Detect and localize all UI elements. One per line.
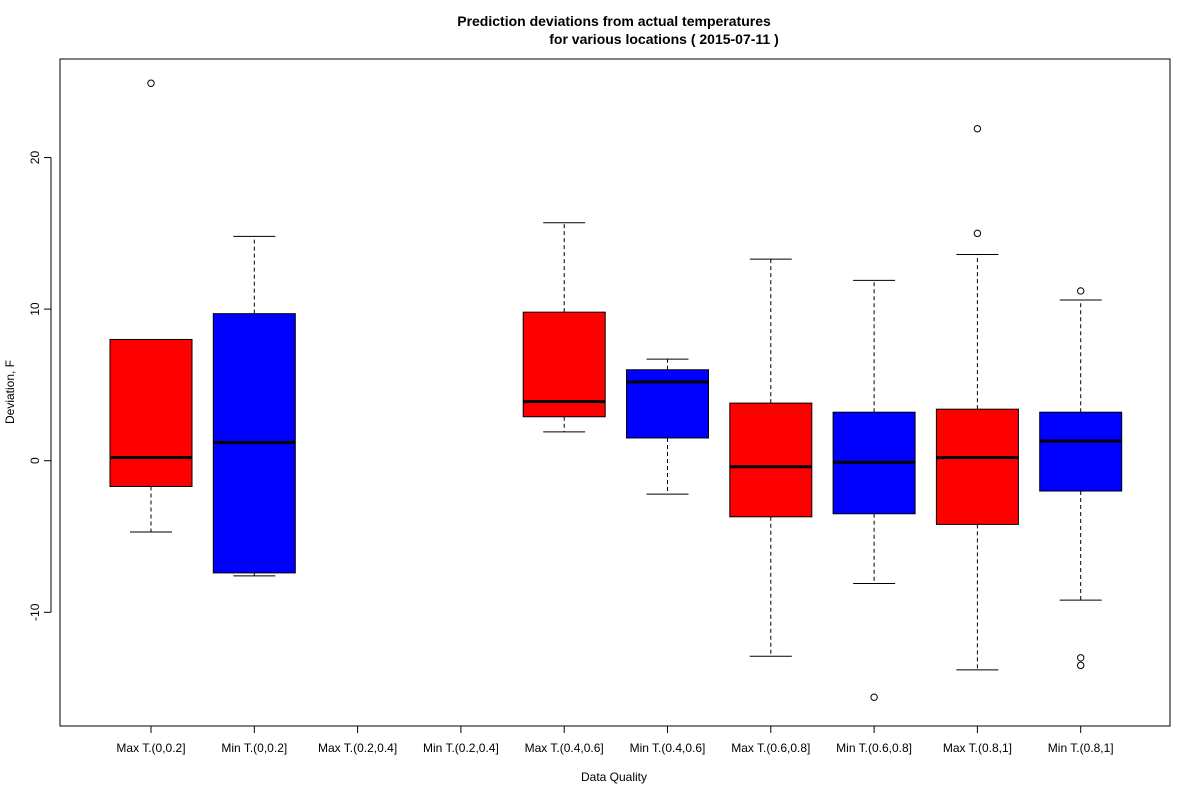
y-tick-label: -10 bbox=[28, 603, 42, 621]
box-max bbox=[935, 254, 1019, 671]
x-tick-label: Min T.(0.4,0.6] bbox=[630, 741, 706, 755]
box-iqr bbox=[109, 338, 193, 487]
box-iqr bbox=[522, 311, 606, 418]
y-axis: -10 0 10 20 bbox=[28, 151, 52, 621]
x-tick-label: Min T.(0.8,1] bbox=[1048, 741, 1114, 755]
outlier-point bbox=[1077, 287, 1085, 295]
x-tick-label: Min T.(0.6,0.8] bbox=[836, 741, 912, 755]
y-tick-label: 20 bbox=[28, 151, 42, 165]
y-tick-label: 0 bbox=[28, 457, 42, 464]
box-max bbox=[522, 222, 606, 433]
box-min bbox=[832, 279, 916, 585]
box-series bbox=[109, 79, 1123, 701]
outlier-point bbox=[1077, 654, 1085, 662]
x-tick-label: Max T.(0.4,0.6] bbox=[525, 741, 604, 755]
x-axis-title: Data Quality bbox=[581, 770, 647, 784]
box-iqr bbox=[1039, 411, 1123, 492]
x-axis: Max T.(0,0.2] Min T.(0,0.2] Max T.(0.2,0.4… bbox=[116, 725, 1114, 755]
box-min bbox=[1039, 299, 1123, 601]
box-max bbox=[729, 258, 813, 657]
box-min bbox=[626, 358, 709, 495]
chart-title-line-1: Prediction deviations from actual temper… bbox=[457, 13, 771, 29]
outlier-point bbox=[973, 125, 982, 133]
x-tick-label: Min T.(0.2,0.4] bbox=[423, 741, 499, 755]
box-iqr bbox=[935, 408, 1019, 525]
outlier-point bbox=[1077, 661, 1085, 670]
y-tick-label: 10 bbox=[28, 302, 42, 316]
outlier-point bbox=[973, 229, 982, 238]
x-tick-label: Max T.(0.6,0.8] bbox=[731, 741, 810, 755]
x-tick-label: Max T.(0.8,1] bbox=[943, 741, 1012, 755]
box-max bbox=[109, 338, 193, 533]
box-iqr bbox=[626, 369, 709, 439]
x-tick-label: Min T.(0,0.2] bbox=[221, 741, 287, 755]
x-tick-label: Max T.(0.2,0.4] bbox=[318, 741, 397, 755]
x-tick-label: Max T.(0,0.2] bbox=[116, 741, 185, 755]
box-min bbox=[212, 235, 296, 577]
outlier-point bbox=[870, 693, 878, 701]
outlier-point bbox=[147, 79, 155, 87]
y-axis-title: Deviation, F bbox=[3, 360, 17, 424]
box-iqr bbox=[729, 402, 813, 518]
chart-title-line-2: for various locations ( 2015-07-11 ) bbox=[549, 31, 779, 47]
